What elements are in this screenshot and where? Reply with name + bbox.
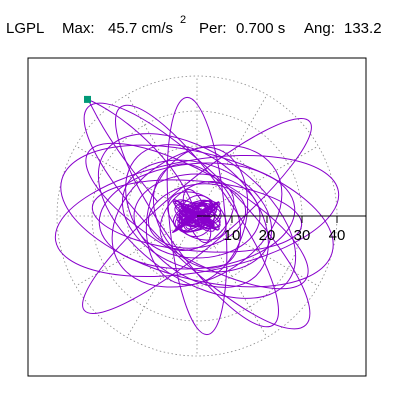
radial-axis <box>197 215 366 223</box>
grid-spoke-150 <box>75 145 198 217</box>
orbit-loop-13 <box>98 162 296 270</box>
orbit-loop-22 <box>83 102 311 330</box>
orbit-loop-21 <box>82 117 312 315</box>
orbit-loop-12 <box>111 144 283 288</box>
grid-spoke-210 <box>75 215 198 287</box>
grid-spoke-300 <box>196 215 268 338</box>
max-label: Max: <box>62 20 95 37</box>
period-value: 0.700 s <box>236 20 286 37</box>
plot-frame <box>27 57 367 377</box>
period-label: Per: <box>199 20 227 37</box>
grid-spoke-30 <box>196 145 319 217</box>
orbit-loop-20 <box>60 144 334 288</box>
station-code: LGPL <box>6 20 45 37</box>
header: LGPL Max: 45.7 cm/s 2 Per: 0.700 s Ang: … <box>0 0 400 40</box>
grid-spoke-330 <box>196 215 319 287</box>
orbit-loop-10 <box>121 159 273 273</box>
peak-marker <box>84 95 92 103</box>
angle-value: 133.2 <box>344 20 382 37</box>
max-unit-exponent: 2 <box>180 14 187 26</box>
orbit-loop-4 <box>167 191 227 241</box>
orbit-loop-16 <box>166 96 228 336</box>
orbit-loop-6 <box>147 183 247 249</box>
orbit-core <box>172 198 222 234</box>
marker-layer <box>84 95 92 103</box>
grid-spoke-120 <box>126 94 198 217</box>
orbit-loop-14 <box>91 179 303 253</box>
tick-label-40: 40 <box>329 227 346 244</box>
tick-label-30: 30 <box>294 227 311 244</box>
orbit-loop-17 <box>85 142 309 290</box>
orbit-loop-9 <box>145 146 249 286</box>
tick-label-20: 20 <box>259 227 276 244</box>
tick-label-10: 10 <box>224 227 241 244</box>
orbit-peak-excursion <box>87 98 198 217</box>
angle-label: Ang: <box>304 20 335 37</box>
orbit-loop-15 <box>97 133 297 299</box>
orbit-loop-11 <box>125 144 269 288</box>
orbit-loop-18 <box>115 104 279 328</box>
orbit-loop-19 <box>54 154 340 278</box>
max-value: 45.7 cm/s <box>108 20 174 37</box>
grid-spoke-240 <box>126 215 198 338</box>
grid-spoke-60 <box>196 94 268 217</box>
radial-tick-labels: 10 20 30 40 <box>224 227 346 244</box>
orbit-trace <box>54 96 340 336</box>
